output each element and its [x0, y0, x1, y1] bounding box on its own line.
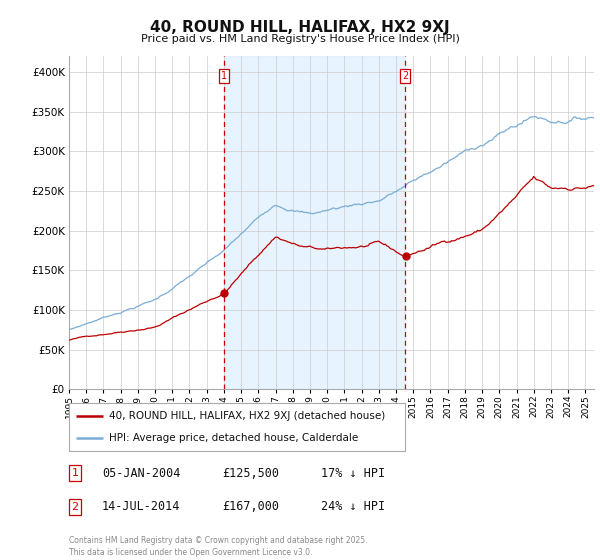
- Bar: [224, 56, 406, 389]
- FancyBboxPatch shape: [69, 403, 405, 451]
- Text: 40, ROUND HILL, HALIFAX, HX2 9XJ (detached house): 40, ROUND HILL, HALIFAX, HX2 9XJ (detach…: [109, 411, 386, 421]
- Text: 40, ROUND HILL, HALIFAX, HX2 9XJ: 40, ROUND HILL, HALIFAX, HX2 9XJ: [150, 20, 450, 35]
- Text: 1: 1: [221, 71, 227, 81]
- Text: 14-JUL-2014: 14-JUL-2014: [102, 500, 181, 514]
- Text: 1: 1: [71, 468, 79, 478]
- Text: HPI: Average price, detached house, Calderdale: HPI: Average price, detached house, Cald…: [109, 433, 359, 443]
- Text: 2: 2: [71, 502, 79, 512]
- Text: 05-JAN-2004: 05-JAN-2004: [102, 466, 181, 480]
- Text: 24% ↓ HPI: 24% ↓ HPI: [321, 500, 385, 514]
- Text: Contains HM Land Registry data © Crown copyright and database right 2025.
This d: Contains HM Land Registry data © Crown c…: [69, 536, 367, 557]
- Text: 17% ↓ HPI: 17% ↓ HPI: [321, 466, 385, 480]
- Text: 2: 2: [402, 71, 409, 81]
- Text: Price paid vs. HM Land Registry's House Price Index (HPI): Price paid vs. HM Land Registry's House …: [140, 34, 460, 44]
- Text: £167,000: £167,000: [222, 500, 279, 514]
- Text: £125,500: £125,500: [222, 466, 279, 480]
